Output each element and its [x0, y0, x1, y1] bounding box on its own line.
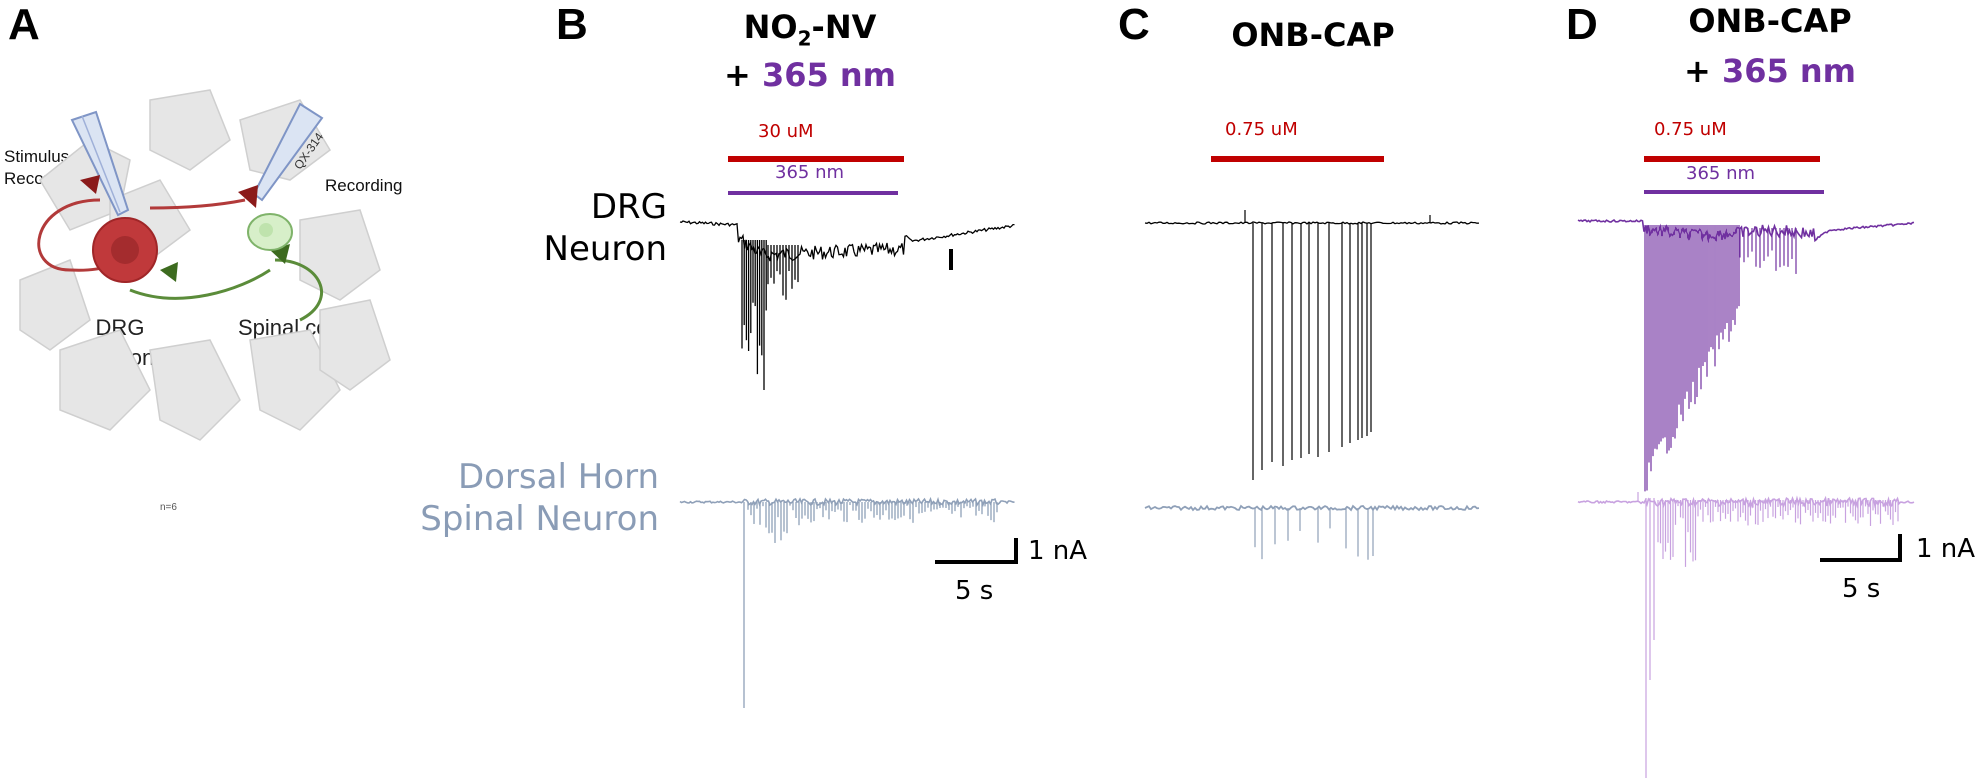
- panel-c-dh-trace: [1144, 504, 1480, 512]
- row-label-dh-line1: Dorsal Horn: [457, 457, 659, 497]
- panel-a-schematic: [19, 89, 391, 441]
- panel-b-scale-x-label: 5 s: [955, 576, 994, 606]
- spinal-axon: [129, 268, 271, 300]
- panel-a-n-label: n=6: [160, 502, 177, 513]
- row-label-drg: DRG Neuron: [544, 186, 667, 270]
- panel-d-dh-spikes: [1637, 492, 1899, 778]
- spinal-terminal-left: [160, 262, 178, 282]
- panel-d-wavelength: 365 nm: [1721, 52, 1856, 90]
- drg-neuron-nucleus: [111, 236, 139, 264]
- bg-cell-7: [149, 339, 241, 441]
- panel-b-scale-y-label: 1 nA: [1028, 536, 1088, 566]
- panel-b-concentration-label: 30 uM: [758, 121, 814, 142]
- panel-c-drg-spikes: [1244, 210, 1431, 480]
- panel-d-scale-bar: [1820, 534, 1902, 562]
- panel-b-dh-trace: [679, 496, 1015, 508]
- row-label-drg-line2: Neuron: [543, 229, 667, 269]
- panel-d-title-line1: ONB-CAP: [1688, 2, 1852, 40]
- panel-letter-a: A: [8, 0, 40, 49]
- panel-b-drg-trace: [679, 220, 1015, 262]
- panel-b-wavelength: 365 nm: [761, 56, 896, 94]
- bg-cell-6: [59, 329, 151, 431]
- bg-cell-5: [19, 259, 91, 351]
- panel-a-recording-label: Recording: [325, 176, 403, 195]
- row-label-dorsal-horn: Dorsal Horn Spinal Neuron: [420, 456, 659, 540]
- bg-cell-4: [299, 209, 381, 301]
- panel-b-title-line1: NO2-NV: [743, 8, 877, 51]
- panel-b-title-line2: + 365 nm: [690, 56, 930, 94]
- panel-letter-b: B: [556, 0, 588, 49]
- bg-cell-2: [149, 89, 231, 171]
- panel-d-drg-trace: [1577, 218, 1915, 243]
- drg-axon-right: [149, 198, 246, 210]
- panel-c-title: ONB-CAP: [1231, 16, 1395, 54]
- panel-d-light-label: 365 nm: [1686, 163, 1756, 184]
- panel-b-scale-bar: [935, 538, 1018, 564]
- drg-terminal-left: [80, 175, 100, 194]
- panel-c-concentration-label: 0.75 uM: [1225, 119, 1298, 140]
- panel-d-title-line2: + 365 nm: [1660, 52, 1880, 90]
- panel-letter-c: C: [1118, 0, 1150, 49]
- panel-d-drg-spikes: [1644, 225, 1797, 492]
- spinal-neuron-nucleus: [259, 223, 273, 237]
- row-label-dh-line2: Spinal Neuron: [420, 499, 659, 539]
- panel-b-drg-spikes: [741, 240, 799, 391]
- drg-terminal-right: [238, 185, 258, 208]
- stimulus-pipette: [70, 110, 130, 217]
- panel-c-drg-trace: [1144, 221, 1480, 225]
- panel-b-dh-spikes: [743, 502, 998, 708]
- panel-d-plus: +: [1683, 52, 1722, 90]
- recording-pipette: [252, 102, 324, 202]
- panel-b-plus: +: [723, 56, 762, 94]
- panel-c-dh-spikes: [1254, 508, 1374, 560]
- spinal-axon-loop: [274, 258, 323, 322]
- bg-cell-9: [319, 299, 391, 391]
- panel-d-scale-y-label: 1 nA: [1916, 534, 1976, 564]
- bg-cell-8: [249, 329, 341, 431]
- panel-d-concentration-label: 0.75 uM: [1654, 119, 1727, 140]
- trace-layer: [679, 210, 1915, 778]
- panel-d-scale-x-label: 5 s: [1842, 574, 1881, 604]
- panel-a-stimulus-line1: Stimulus /: [4, 147, 79, 166]
- row-label-drg-line1: DRG: [590, 187, 667, 227]
- panel-b-light-label: 365 nm: [775, 162, 845, 183]
- panel-letter-d: D: [1566, 0, 1598, 49]
